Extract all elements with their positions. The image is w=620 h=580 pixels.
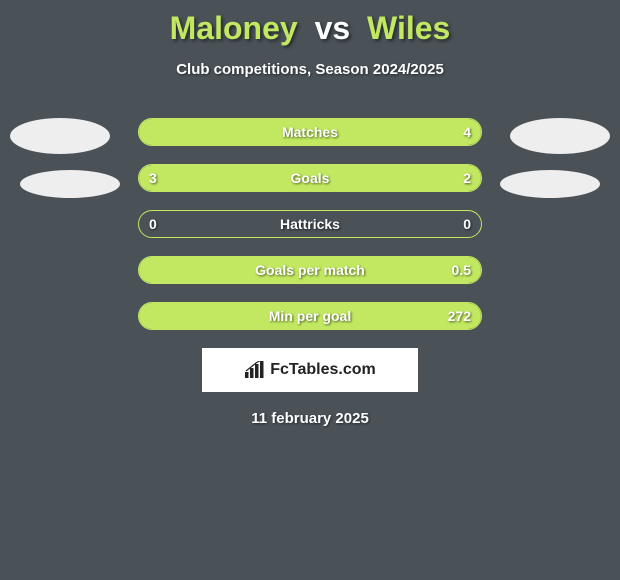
title-vs: vs <box>315 10 351 46</box>
stat-bar: 0.5 Goals per match <box>138 256 482 284</box>
player1-crest-placeholder-icon <box>20 170 120 198</box>
stat-value-right: 272 <box>448 308 471 324</box>
stat-value-right: 0.5 <box>452 262 471 278</box>
stat-bar: 272 Min per goal <box>138 302 482 330</box>
player1-avatar-placeholder-icon <box>10 118 110 154</box>
stat-label: Hattricks <box>280 216 340 232</box>
fctables-logo: FcTables.com <box>202 348 418 392</box>
stat-label: Goals per match <box>255 262 365 278</box>
title-player1: Maloney <box>170 10 298 46</box>
logo-text: FcTables.com <box>270 361 376 379</box>
stat-value-left: 0 <box>149 216 157 232</box>
stat-bar-fill-right <box>344 165 481 191</box>
stat-label: Goals <box>291 170 330 186</box>
title: Maloney vs Wiles <box>0 0 620 47</box>
stat-bar: 4 Matches <box>138 118 482 146</box>
stat-bar: 3 2 Goals <box>138 164 482 192</box>
player2-avatar-placeholder-icon <box>510 118 610 154</box>
player2-crest-placeholder-icon <box>500 170 600 198</box>
stat-label: Matches <box>282 124 338 140</box>
stat-value-right: 0 <box>463 216 471 232</box>
title-player2: Wiles <box>367 10 450 46</box>
date-text: 11 february 2025 <box>0 410 620 427</box>
stat-bar: 0 0 Hattricks <box>138 210 482 238</box>
bars-glyph-icon <box>244 361 266 379</box>
stat-label: Min per goal <box>269 308 351 324</box>
subtitle: Club competitions, Season 2024/2025 <box>0 61 620 78</box>
stats-area: 4 Matches 3 2 Goals 0 0 Hattricks 0.5 Goals per m… <box>0 118 620 330</box>
stat-value-right: 4 <box>463 124 471 140</box>
stat-value-right: 2 <box>463 170 471 186</box>
stat-bars: 4 Matches 3 2 Goals 0 0 Hattricks 0.5 Goals per m… <box>138 118 482 330</box>
h2h-infographic: Maloney vs Wiles Club competitions, Seas… <box>0 0 620 580</box>
stat-value-left: 3 <box>149 170 157 186</box>
